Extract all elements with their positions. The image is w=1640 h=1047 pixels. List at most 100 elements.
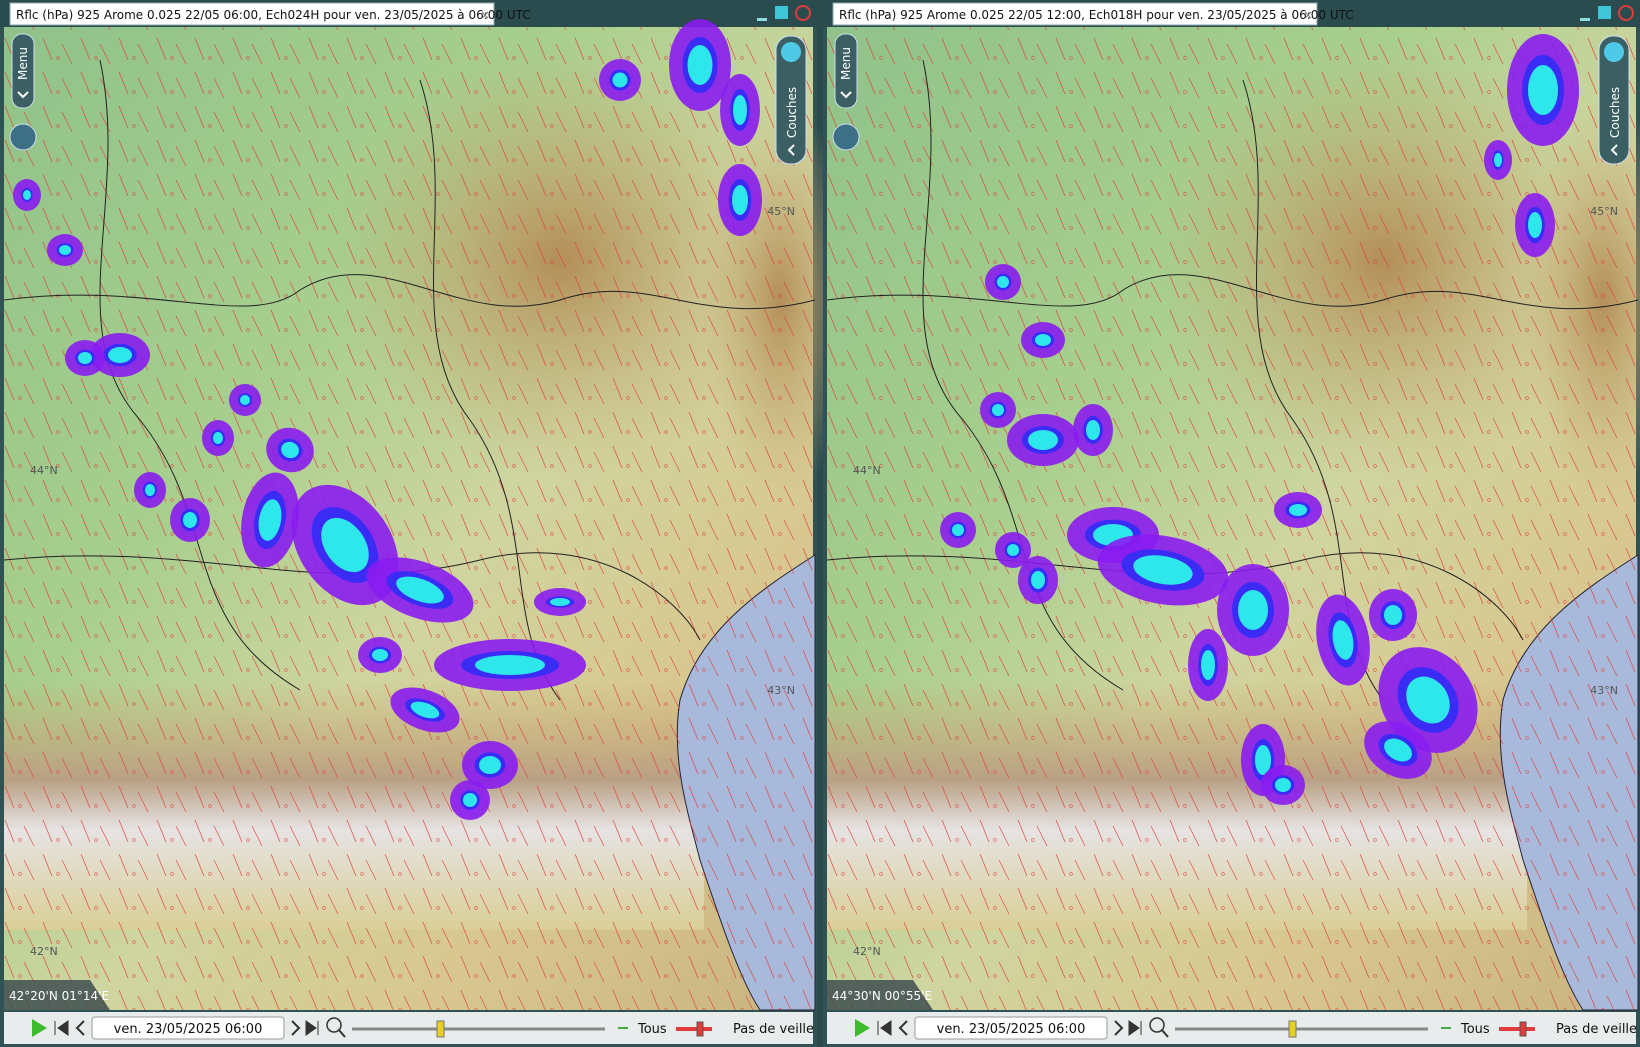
last-button[interactable] <box>1128 1020 1142 1036</box>
toolbar: ven. 23/05/2025 06:00 Tous Pas de veille <box>827 1012 1637 1044</box>
date-field[interactable] <box>91 1016 285 1040</box>
tab-close[interactable]: × <box>480 8 490 22</box>
watch-thumb <box>696 1021 704 1037</box>
precip-core <box>1494 153 1502 167</box>
border-line <box>826 274 1639 310</box>
latitude-label: 45°N <box>1590 205 1618 218</box>
next-button[interactable] <box>1114 1020 1124 1036</box>
precip-core <box>1201 650 1215 680</box>
wind-barbs <box>4 27 813 1010</box>
zoom-button[interactable] <box>326 1017 342 1033</box>
precip-core <box>240 395 250 405</box>
border-line <box>419 79 561 701</box>
first-button[interactable] <box>877 1020 892 1036</box>
prev-button[interactable] <box>75 1020 85 1036</box>
menu-chevron <box>840 91 852 99</box>
time-slider-thumb[interactable] <box>436 1020 445 1038</box>
watch-label: Pas de veille <box>733 1022 814 1037</box>
precip-core <box>1384 738 1412 762</box>
precip-core <box>258 499 282 541</box>
menu-chevron <box>17 91 29 99</box>
layers-chevron <box>1610 144 1618 156</box>
precip-core <box>997 276 1009 288</box>
precip-core <box>396 576 444 604</box>
precip-core <box>1332 620 1354 660</box>
layers-lock <box>781 42 801 62</box>
last-button[interactable] <box>305 1020 319 1036</box>
precip-core <box>78 352 92 364</box>
latitude-label: 42°N <box>853 945 881 958</box>
close-button[interactable] <box>1618 5 1634 21</box>
precip-core <box>475 655 545 675</box>
menu-button[interactable] <box>11 33 35 109</box>
first-button[interactable] <box>54 1020 69 1036</box>
precip-core <box>1007 544 1019 556</box>
precip-core <box>733 95 747 125</box>
menu-label: Menu <box>839 47 853 80</box>
precip-core <box>281 441 299 459</box>
date-field[interactable] <box>914 1016 1108 1040</box>
compass-button[interactable] <box>9 123 37 151</box>
precip-core <box>952 524 964 536</box>
cursor-coordinates: 44°30'N 00°55'E <box>832 989 932 1003</box>
precip-core <box>1031 571 1045 589</box>
precip-core <box>108 347 132 363</box>
date-value: ven. 23/05/2025 06:00 <box>114 1022 263 1037</box>
title-tab[interactable] <box>9 2 495 26</box>
zoom-handle <box>1161 1029 1169 1038</box>
precip-core <box>1528 65 1558 115</box>
precip-core <box>1528 212 1542 238</box>
border-line <box>922 59 1124 691</box>
maximize-button[interactable] <box>1598 6 1611 19</box>
coord-box <box>827 980 933 1010</box>
time-slider-thumb[interactable] <box>1288 1020 1297 1038</box>
precip-core <box>1406 676 1450 724</box>
layers-button[interactable] <box>1598 35 1630 165</box>
map-area: 45°N 44°N 43°N 42°N <box>826 27 1640 1011</box>
watch-thumb <box>1519 1021 1527 1037</box>
play-button[interactable] <box>855 1019 870 1037</box>
map-panel: Rflc (hPa) 925 Arome 0.025 22/05 06:00, … <box>3 2 860 1044</box>
date-value: ven. 23/05/2025 06:00 <box>937 1022 1086 1037</box>
filter-label: Tous <box>1460 1022 1490 1037</box>
layers-label: Couches <box>1608 87 1622 138</box>
next-button[interactable] <box>291 1020 301 1036</box>
maximize-button[interactable] <box>775 6 788 19</box>
zoom-handle <box>338 1029 346 1038</box>
play-button[interactable] <box>32 1019 47 1037</box>
panel-title: Rflc (hPa) 925 Arome 0.025 22/05 12:00, … <box>839 8 1354 22</box>
layers-button[interactable] <box>775 35 807 165</box>
menu-button[interactable] <box>834 33 858 109</box>
menu-label: Menu <box>16 47 30 80</box>
latitude-label: 43°N <box>1590 684 1618 697</box>
latitude-label: 43°N <box>767 684 795 697</box>
layers-chevron <box>787 144 795 156</box>
precip-core <box>687 45 713 85</box>
latitude-label: 45°N <box>767 205 795 218</box>
title-tab[interactable] <box>832 2 1318 26</box>
coord-box <box>4 980 110 1010</box>
toolbar: ven. 23/05/2025 06:00 Tous Pas de veille <box>4 1012 814 1044</box>
precip-core <box>1086 420 1100 440</box>
precip-core <box>1289 504 1307 516</box>
map-area: 45°N 44°N 43°N 42°N <box>3 19 860 1011</box>
compass-button[interactable] <box>832 123 860 151</box>
prev-button[interactable] <box>898 1020 908 1036</box>
minimize-button[interactable] <box>757 18 767 21</box>
latitude-label: 42°N <box>30 945 58 958</box>
tab-close[interactable]: × <box>1303 8 1313 22</box>
precip-core <box>732 185 748 215</box>
precip-core <box>1255 745 1271 775</box>
zoom-button[interactable] <box>1149 1017 1165 1033</box>
minimize-button[interactable] <box>1580 18 1590 21</box>
cursor-coordinates: 42°20'N 01°14'E <box>9 989 109 1003</box>
precip-core <box>372 649 388 661</box>
latitude-label: 44°N <box>853 464 881 477</box>
precip-core <box>1275 778 1291 792</box>
layers-lock <box>1604 42 1624 62</box>
border-line <box>3 274 816 310</box>
close-button[interactable] <box>795 5 811 21</box>
precip-core <box>1384 605 1402 625</box>
precip-core <box>183 512 197 528</box>
